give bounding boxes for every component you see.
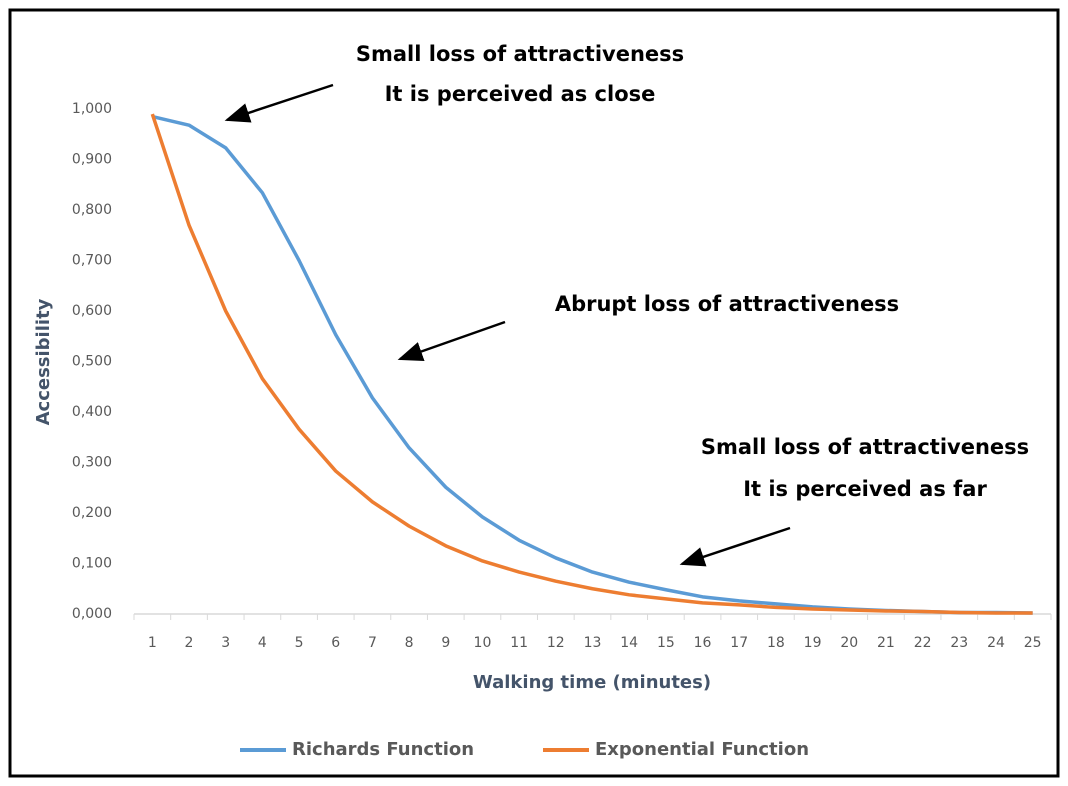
y-axis-label: Accessibility bbox=[33, 298, 54, 425]
frame bbox=[8, 8, 1060, 778]
y-tick-label: 0,000 bbox=[72, 606, 112, 622]
x-tick-label: 24 bbox=[987, 635, 1005, 651]
y-tick-label: 0,500 bbox=[72, 354, 112, 370]
y-tick-label: 0,700 bbox=[72, 253, 112, 269]
x-tick-label: 17 bbox=[730, 635, 748, 651]
annotation: Small loss of attractiveness bbox=[701, 435, 1029, 459]
x-tick-label: 9 bbox=[441, 635, 450, 651]
y-tick-label: 0,600 bbox=[72, 303, 112, 319]
x-tick-label: 14 bbox=[620, 635, 638, 651]
x-tick-label: 21 bbox=[877, 635, 895, 651]
legend-label: Richards Function bbox=[292, 739, 474, 760]
x-tick-label: 1 bbox=[148, 635, 157, 651]
x-tick-label: 7 bbox=[368, 635, 377, 651]
x-tick-label: 23 bbox=[950, 635, 968, 651]
legend-label: Exponential Function bbox=[595, 739, 809, 760]
x-tick-label: 20 bbox=[840, 635, 858, 651]
x-tick-label: 2 bbox=[185, 635, 194, 651]
annotation: Abrupt loss of attractiveness bbox=[555, 292, 899, 316]
x-tick-label: 5 bbox=[295, 635, 304, 651]
annotation: It is perceived as close bbox=[385, 82, 656, 106]
x-tick-label: 18 bbox=[767, 635, 785, 651]
x-tick-label: 3 bbox=[221, 635, 230, 651]
series-line bbox=[150, 113, 1033, 615]
arrow bbox=[397, 320, 506, 361]
x-tick-label: 25 bbox=[1024, 635, 1042, 651]
y-tick-label: 0,400 bbox=[72, 404, 112, 420]
annotation: It is perceived as far bbox=[743, 477, 987, 501]
x-tick-label: 15 bbox=[657, 635, 675, 651]
x-tick-label: 12 bbox=[547, 635, 565, 651]
y-tick-label: 0,100 bbox=[72, 556, 112, 572]
x-tick-label: 10 bbox=[474, 635, 492, 651]
x-tick-label: 4 bbox=[258, 635, 267, 651]
x-tick-label: 8 bbox=[405, 635, 414, 651]
y-tick-label: 0,800 bbox=[72, 202, 112, 218]
annotation: Small loss of attractiveness bbox=[356, 42, 684, 66]
y-tick-label: 0,300 bbox=[72, 455, 112, 471]
x-axis-label: Walking time (minutes) bbox=[473, 672, 711, 693]
arrow bbox=[679, 526, 791, 567]
x-tick-label: 13 bbox=[584, 635, 602, 651]
y-tick-label: 1,000 bbox=[72, 101, 112, 117]
arrow bbox=[224, 83, 334, 123]
x-tick-label: 16 bbox=[694, 635, 712, 651]
y-tick-label: 0,200 bbox=[72, 505, 112, 521]
x-tick-label: 6 bbox=[331, 635, 340, 651]
x-tick-label: 19 bbox=[804, 635, 822, 651]
y-tick-label: 0,900 bbox=[72, 152, 112, 168]
x-tick-label: 22 bbox=[914, 635, 932, 651]
x-tick-label: 11 bbox=[510, 635, 528, 651]
